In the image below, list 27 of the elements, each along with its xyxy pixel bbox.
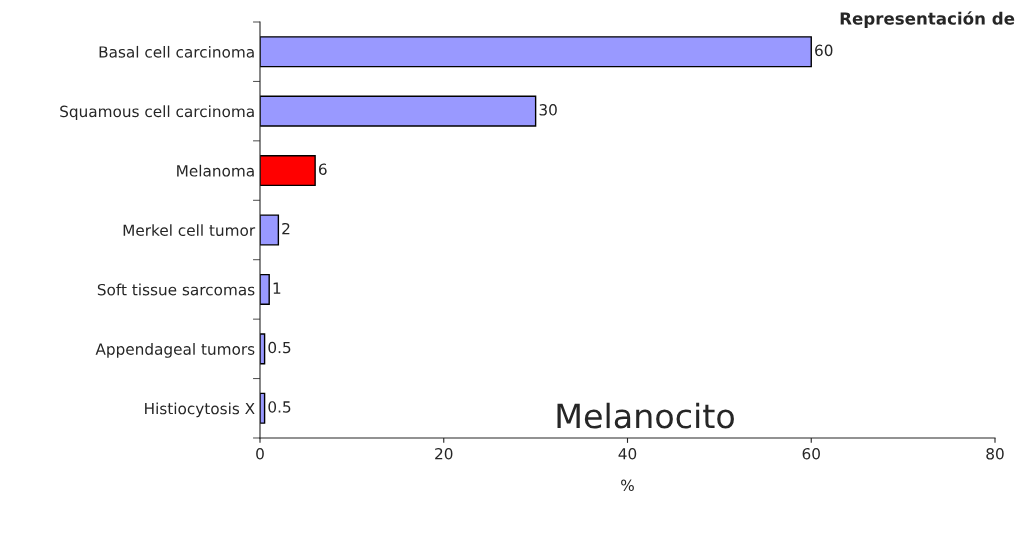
bar (260, 214, 280, 246)
data-label: 0.5 (268, 401, 291, 413)
bar (260, 36, 812, 68)
y-tick-label: Melanoma (177, 164, 254, 177)
bar (260, 155, 316, 187)
data-label: 0.5 (268, 341, 291, 354)
x-tick-label: 60 (802, 447, 820, 460)
data-label: 30 (539, 104, 557, 116)
data-label: 60 (815, 44, 833, 57)
annotation: Melanocito (557, 402, 734, 429)
y-tick-label: Basal cell carcinoma (99, 45, 254, 58)
x-tick-label: 0 (256, 447, 264, 460)
y-tick-label: Appendageal tumors (95, 343, 255, 358)
data-label: 6 (318, 163, 327, 175)
bar (260, 95, 537, 127)
data-label: 1 (273, 282, 281, 294)
bar (260, 273, 270, 305)
y-tick-label: Merkel cell tumor (123, 224, 256, 237)
x-axis-title: % (621, 479, 634, 491)
y-tick-label: Soft tissue sarcomas (97, 283, 255, 296)
y-tick-label: Histiocytosis X (145, 402, 255, 418)
data-label: 2 (282, 222, 290, 235)
y-tick-label: Squamous cell carcinoma (60, 105, 254, 121)
x-tick-label: 40 (618, 447, 637, 460)
annotation: Representación de (840, 11, 1015, 28)
x-tick-label: 80 (986, 447, 1004, 460)
x-tick-label: 20 (435, 447, 453, 460)
